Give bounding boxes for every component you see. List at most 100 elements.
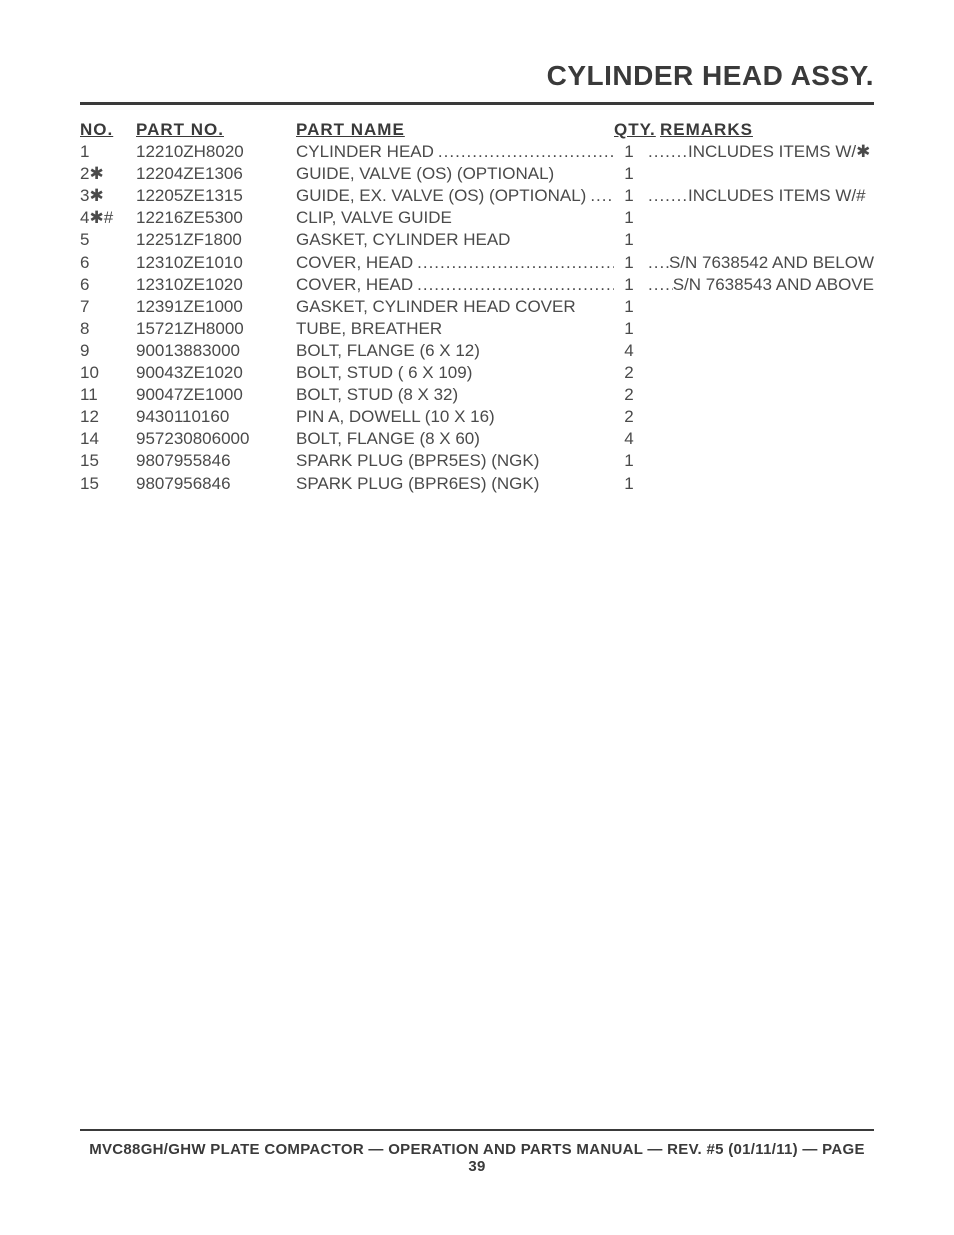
cell-part-no: 12204ZE1306: [136, 163, 296, 185]
cell-part-name: GASKET, CYLINDER HEAD: [296, 229, 614, 251]
leader-dots: ........................................…: [648, 252, 669, 274]
cell-qty: 1: [614, 252, 644, 274]
cell-part-no: 9430110160: [136, 406, 296, 428]
table-header-row: NO. PART NO. PART NAME QTY. REMARKS: [80, 119, 874, 141]
cell-qty: 1: [614, 185, 644, 207]
cell-part-name: GUIDE, EX. VALVE (OS) (OPTIONAL)........…: [296, 185, 614, 207]
cell-part-name: COVER, HEAD.............................…: [296, 252, 614, 274]
cell-remarks: ........................................…: [644, 252, 874, 274]
cell-qty: 4: [614, 428, 644, 450]
cell-no: 10: [80, 362, 136, 384]
cell-no: 6: [80, 274, 136, 296]
table-row: 4✱#12216ZE5300CLIP, VALVE GUIDE1: [80, 207, 874, 229]
cell-remarks: ........................................…: [644, 141, 874, 163]
cell-part-no: 90013883000: [136, 340, 296, 362]
table-row: 512251ZF1800GASKET, CYLINDER HEAD1: [80, 229, 874, 251]
cell-qty: 1: [614, 450, 644, 472]
leader-dots: ........................................…: [434, 141, 614, 163]
leader-dots: ........................................…: [586, 185, 614, 207]
leader-dots: ........................................…: [413, 274, 614, 296]
cell-qty: 1: [614, 296, 644, 318]
cell-remarks: ........................................…: [644, 274, 874, 296]
cell-no: 15: [80, 450, 136, 472]
table-row: 712391ZE1000GASKET, CYLINDER HEAD COVER1: [80, 296, 874, 318]
cell-remarks: ........................................…: [644, 185, 874, 207]
cell-part-no: 9807955846: [136, 450, 296, 472]
table-row: 990013883000BOLT, FLANGE (6 X 12)4: [80, 340, 874, 362]
cell-part-name: PIN A, DOWELL (10 X 16): [296, 406, 614, 428]
cell-part-no: 90043ZE1020: [136, 362, 296, 384]
cell-no: 2✱: [80, 163, 136, 185]
table-row: 129430110160PIN A, DOWELL (10 X 16)2: [80, 406, 874, 428]
cell-no: 14: [80, 428, 136, 450]
table-row: 612310ZE1020COVER, HEAD.................…: [80, 274, 874, 296]
cell-part-name: COVER, HEAD.............................…: [296, 274, 614, 296]
table-row: 159807955846SPARK PLUG (BPR5ES) (NGK)1: [80, 450, 874, 472]
cell-qty: 1: [614, 274, 644, 296]
cell-part-name: GUIDE, VALVE (OS) (OPTIONAL): [296, 163, 614, 185]
cell-part-no: 12310ZE1010: [136, 252, 296, 274]
cell-qty: 2: [614, 406, 644, 428]
cell-qty: 1: [614, 318, 644, 340]
cell-part-no: 15721ZH8000: [136, 318, 296, 340]
cell-no: 7: [80, 296, 136, 318]
cell-part-name: BOLT, STUD (8 X 32): [296, 384, 614, 406]
parts-table: NO. PART NO. PART NAME QTY. REMARKS 1122…: [80, 119, 874, 495]
cell-part-name: CYLINDER HEAD...........................…: [296, 141, 614, 163]
header-qty: QTY.: [614, 119, 644, 141]
table-row: 3✱12205ZE1315GUIDE, EX. VALVE (OS) (OPTI…: [80, 185, 874, 207]
cell-qty: 4: [614, 340, 644, 362]
cell-qty: 2: [614, 384, 644, 406]
header-part-no: PART NO.: [136, 119, 296, 141]
header-no: NO.: [80, 119, 136, 141]
cell-no: 8: [80, 318, 136, 340]
leader-dots: ........................................…: [413, 252, 614, 274]
cell-qty: 1: [614, 141, 644, 163]
cell-no: 3✱: [80, 185, 136, 207]
cell-part-name: BOLT, STUD ( 6 X 109): [296, 362, 614, 384]
cell-part-no: 12210ZH8020: [136, 141, 296, 163]
table-row: 815721ZH8000TUBE, BREATHER1: [80, 318, 874, 340]
cell-part-name: TUBE, BREATHER: [296, 318, 614, 340]
cell-part-no: 957230806000: [136, 428, 296, 450]
cell-part-name: BOLT, FLANGE (8 X 60): [296, 428, 614, 450]
header-name: PART NAME: [296, 119, 614, 141]
leader-dots: ........................................…: [648, 141, 688, 163]
cell-no: 15: [80, 473, 136, 495]
table-row: 612310ZE1010COVER, HEAD.................…: [80, 252, 874, 274]
header-remarks: REMARKS: [644, 119, 874, 141]
cell-part-name: CLIP, VALVE GUIDE: [296, 207, 614, 229]
cell-no: 6: [80, 252, 136, 274]
cell-qty: 1: [614, 163, 644, 185]
cell-part-no: 12216ZE5300: [136, 207, 296, 229]
cell-qty: 2: [614, 362, 644, 384]
cell-no: 1: [80, 141, 136, 163]
table-row: 2✱12204ZE1306GUIDE, VALVE (OS) (OPTIONAL…: [80, 163, 874, 185]
table-row: 1190047ZE1000BOLT, STUD (8 X 32)2: [80, 384, 874, 406]
leader-dots: ........................................…: [648, 274, 673, 296]
table-row: 112210ZH8020CYLINDER HEAD...............…: [80, 141, 874, 163]
cell-no: 4✱#: [80, 207, 136, 229]
cell-no: 11: [80, 384, 136, 406]
cell-no: 5: [80, 229, 136, 251]
cell-part-name: GASKET, CYLINDER HEAD COVER: [296, 296, 614, 318]
cell-part-name: SPARK PLUG (BPR5ES) (NGK): [296, 450, 614, 472]
cell-part-no: 9807956846: [136, 473, 296, 495]
cell-part-no: 12251ZF1800: [136, 229, 296, 251]
cell-no: 9: [80, 340, 136, 362]
table-row: 14957230806000BOLT, FLANGE (8 X 60)4: [80, 428, 874, 450]
page-footer: MVC88GH/GHW PLATE COMPACTOR — OPERATION …: [80, 1129, 874, 1175]
cell-no: 12: [80, 406, 136, 428]
cell-qty: 1: [614, 207, 644, 229]
cell-part-no: 12205ZE1315: [136, 185, 296, 207]
leader-dots: ........................................…: [648, 185, 688, 207]
cell-qty: 1: [614, 473, 644, 495]
cell-part-no: 12310ZE1020: [136, 274, 296, 296]
cell-part-name: BOLT, FLANGE (6 X 12): [296, 340, 614, 362]
cell-part-no: 12391ZE1000: [136, 296, 296, 318]
table-row: 159807956846SPARK PLUG (BPR6ES) (NGK)1: [80, 473, 874, 495]
table-row: 1090043ZE1020BOLT, STUD ( 6 X 109)2: [80, 362, 874, 384]
cell-part-no: 90047ZE1000: [136, 384, 296, 406]
cell-qty: 1: [614, 229, 644, 251]
cell-part-name: SPARK PLUG (BPR6ES) (NGK): [296, 473, 614, 495]
